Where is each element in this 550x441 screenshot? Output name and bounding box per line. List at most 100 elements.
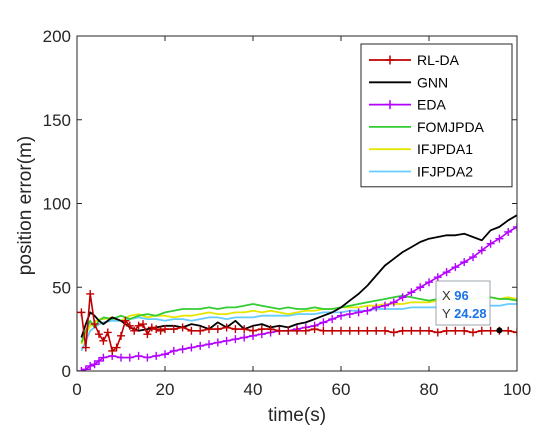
- data-point: [275, 326, 284, 335]
- data-point: [156, 326, 165, 335]
- data-point: [169, 325, 178, 334]
- legend-item: IFJPDA2: [369, 164, 473, 180]
- data-point: [81, 365, 90, 371]
- data-tip[interactable]: X 96 Y 24.28: [435, 280, 503, 334]
- data-point: [213, 338, 222, 347]
- data-point: [86, 289, 95, 298]
- data-point: [196, 326, 205, 335]
- data-point: [196, 341, 205, 350]
- y-tick-label: 50: [52, 278, 71, 297]
- legend-item: GNN: [369, 74, 448, 90]
- datatip-x-value: 96: [454, 288, 468, 303]
- data-point: [451, 263, 460, 272]
- data-point: [504, 326, 513, 335]
- x-tick-label: 80: [420, 380, 439, 399]
- data-point: [477, 246, 486, 255]
- x-tick-label: 40: [244, 380, 263, 399]
- data-point: [95, 356, 103, 365]
- data-point: [504, 227, 513, 236]
- data-point: [477, 326, 486, 335]
- data-point: [231, 335, 240, 344]
- legend-item: RL-DA: [369, 52, 460, 68]
- legend-item: FOMJPDA: [369, 119, 485, 135]
- data-point: [381, 326, 389, 335]
- legend-marker: [385, 100, 395, 110]
- x-tick-label: 100: [503, 380, 531, 399]
- data-point: [90, 320, 99, 329]
- data-point: [513, 222, 517, 231]
- legend-label: IFJPDA1: [417, 141, 473, 157]
- data-point: [143, 330, 152, 339]
- data-point: [495, 234, 504, 243]
- datatip-x-row: X 96: [442, 288, 469, 303]
- data-point: [469, 253, 477, 262]
- data-point: [486, 239, 495, 248]
- data-point: [125, 353, 134, 362]
- y-tick-label: 100: [43, 195, 71, 214]
- data-point: [337, 326, 345, 335]
- data-point: [337, 311, 345, 320]
- y-tick-label: 0: [62, 362, 71, 381]
- datatip-box: [435, 280, 491, 326]
- data-point: [139, 320, 147, 329]
- data-point: [249, 326, 257, 335]
- legend-marker: [385, 55, 395, 65]
- data-point: [99, 336, 108, 345]
- data-point: [319, 318, 328, 327]
- x-tick-label: 60: [332, 380, 351, 399]
- data-point: [187, 343, 196, 352]
- series-eda: [77, 222, 517, 371]
- datatip-marker: [496, 327, 503, 334]
- data-point: [231, 325, 240, 334]
- data-point: [407, 326, 416, 335]
- data-point: [81, 343, 90, 352]
- data-point: [134, 351, 143, 360]
- data-point: [389, 298, 398, 307]
- series-rl-da: [77, 289, 517, 355]
- data-point: [95, 330, 103, 339]
- data-point: [407, 288, 416, 297]
- data-point: [372, 326, 381, 335]
- plot-area: [77, 214, 517, 371]
- data-point: [134, 321, 143, 330]
- data-point: [99, 353, 108, 362]
- data-point: [301, 326, 310, 335]
- data-point: [121, 316, 130, 325]
- data-point: [117, 353, 125, 362]
- data-point: [442, 326, 451, 335]
- legend-item: IFJPDA1: [369, 141, 473, 157]
- data-point: [266, 325, 275, 334]
- data-point: [284, 326, 293, 335]
- datatip-x-label: X: [442, 288, 454, 303]
- y-axis-label: position error(m): [15, 136, 36, 275]
- legend-label: FOMJPDA: [417, 119, 485, 135]
- data-point: [345, 310, 354, 319]
- data-point: [328, 315, 337, 324]
- data-point: [310, 325, 319, 334]
- data-point: [398, 293, 407, 302]
- data-point: [398, 326, 407, 335]
- data-point: [486, 326, 495, 335]
- data-point: [205, 325, 213, 334]
- data-point: [451, 326, 460, 335]
- data-point: [117, 331, 125, 340]
- y-ticks: 0 50 100 150 200: [43, 27, 517, 381]
- data-point: [460, 258, 469, 267]
- data-point: [143, 353, 152, 362]
- data-point: [178, 323, 187, 332]
- data-point: [108, 346, 117, 355]
- data-point: [240, 325, 249, 334]
- y-tick-label: 200: [43, 27, 71, 46]
- legend-label: RL-DA: [417, 52, 460, 68]
- data-point: [425, 278, 433, 287]
- data-point: [442, 268, 451, 277]
- datatip-y-row: Y 24.28: [442, 306, 487, 321]
- data-point: [187, 326, 196, 335]
- x-tick-label: 0: [72, 380, 81, 399]
- data-point: [345, 326, 354, 335]
- data-point: [293, 326, 301, 335]
- x-tick-label: 20: [156, 380, 175, 399]
- data-point: [169, 346, 178, 355]
- data-point: [205, 340, 213, 349]
